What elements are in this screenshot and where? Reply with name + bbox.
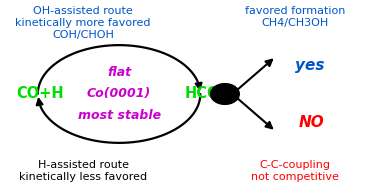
Polygon shape xyxy=(211,84,239,104)
Text: HCO: HCO xyxy=(184,86,220,102)
Text: Co(0001): Co(0001) xyxy=(87,87,151,101)
Text: H-assisted route
kinetically less favored: H-assisted route kinetically less favore… xyxy=(19,160,147,182)
Text: C-C-coupling
not competitive: C-C-coupling not competitive xyxy=(251,160,339,182)
Text: most stable: most stable xyxy=(77,109,161,122)
Text: favored formation
CH4/CH3OH: favored formation CH4/CH3OH xyxy=(245,6,345,28)
Text: CO+H: CO+H xyxy=(16,86,64,102)
Text: NO: NO xyxy=(299,115,324,130)
Text: yes: yes xyxy=(295,58,324,73)
Text: flat: flat xyxy=(107,66,131,79)
Text: OH-assisted route
kinetically more favored
COH/CHOH: OH-assisted route kinetically more favor… xyxy=(15,6,151,40)
